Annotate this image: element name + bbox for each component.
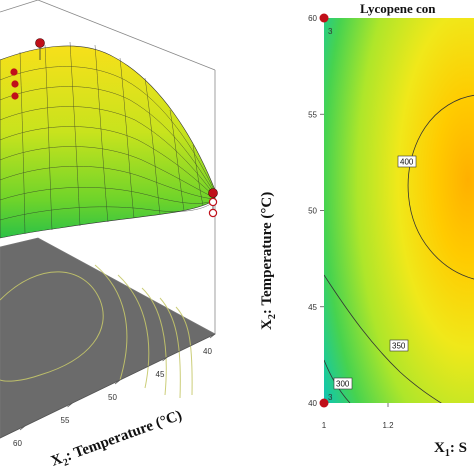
surface-x2-tick-mark — [162, 356, 168, 362]
contour-fill — [324, 18, 474, 403]
surface-x2-tick-mark — [67, 402, 73, 408]
design-point-center-1 — [10, 68, 18, 76]
contour-design-point-bottom-count: 3 — [328, 393, 333, 402]
contour-line-400 — [407, 95, 474, 280]
contour-design-point-bottom — [319, 398, 329, 408]
contour-x-ticks: 1 1.2 — [322, 403, 394, 430]
contour-title: Lycopene con — [360, 1, 436, 16]
design-point-center-3 — [11, 92, 19, 100]
contour-line-350 — [324, 274, 442, 403]
surface-x2-tick-mark — [19, 425, 26, 431]
design-point-edge-hollow-2 — [208, 208, 218, 218]
surface-x2-tick-label: 40 — [203, 347, 212, 356]
design-point-top — [35, 38, 45, 48]
contour-x-tick-label: 1 — [322, 421, 327, 430]
design-point-edge-hollow-1 — [208, 197, 218, 207]
contour-label-350: 350 — [392, 342, 406, 351]
design-point-center-2 — [11, 80, 19, 88]
contour-y-tick-label: 45 — [308, 303, 317, 312]
contour-y-tick-label: 40 — [308, 399, 317, 408]
contour-y-tick-label: 50 — [308, 207, 317, 216]
surface-x2-ticks: 40 45 50 55 60 — [13, 333, 216, 448]
surface-x2-tick-label: 45 — [156, 370, 165, 379]
contour-y-axis-title: X2: Temperature (°C) — [259, 192, 278, 330]
contour-y-ticks: 40 45 50 55 60 — [308, 14, 324, 408]
contour-x-axis-title: X1: S — [434, 440, 467, 459]
contour-y-tick-label: 60 — [308, 14, 317, 23]
surface-floor — [0, 237, 216, 439]
contour-x-tick-label: 1.2 — [382, 421, 394, 430]
surface-x2-tick-mark — [114, 379, 121, 385]
surface-x2-tick-label: 50 — [108, 393, 117, 402]
contour-label-300: 300 — [336, 380, 350, 389]
surface-x2-tick-label: 60 — [13, 439, 22, 448]
surface-x2-tick-mark — [209, 333, 216, 339]
contour-design-point-top-count: 3 — [328, 27, 333, 36]
design-point-edge — [208, 188, 218, 198]
response-surface — [0, 45, 216, 239]
surface-x2-tick-label: 55 — [61, 416, 70, 425]
contour-design-point-top — [319, 13, 329, 23]
contour-label-400: 400 — [400, 158, 414, 167]
contour-y-tick-label: 55 — [308, 110, 317, 119]
